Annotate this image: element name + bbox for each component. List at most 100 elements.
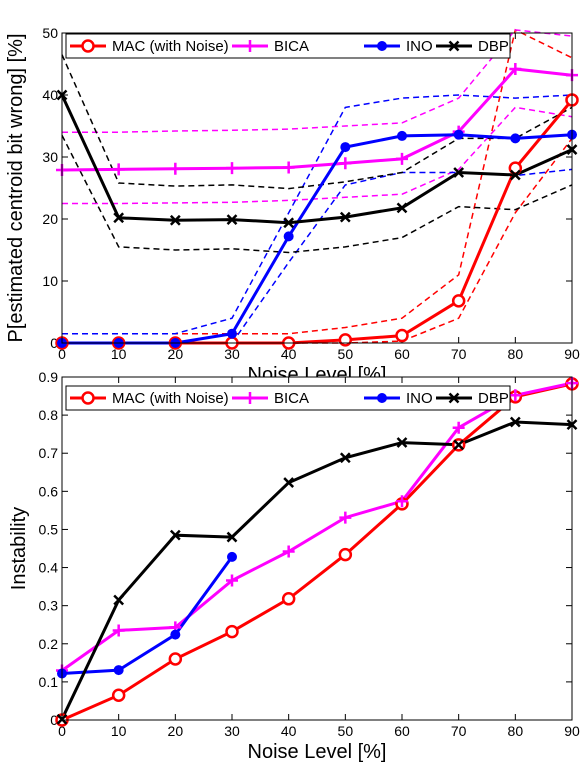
series-0-line bbox=[61, 382, 573, 722]
series-1-point bbox=[452, 421, 465, 434]
y-tick-label: 0.4 bbox=[39, 560, 59, 576]
x-tick-label: 80 bbox=[508, 723, 524, 739]
y-tick-label: 0.8 bbox=[39, 407, 59, 423]
legend-label-2: INO bbox=[406, 38, 433, 55]
series-3-point bbox=[339, 211, 351, 223]
series-1-point bbox=[509, 62, 522, 75]
legend-marker-0 bbox=[81, 39, 95, 53]
x-tick-label: 0 bbox=[58, 346, 66, 362]
y-tick-label: 0.1 bbox=[39, 674, 59, 690]
x-tick-label: 40 bbox=[281, 346, 297, 362]
series-3-point bbox=[226, 531, 238, 543]
plot-area bbox=[62, 33, 572, 343]
legend-marker-1 bbox=[244, 392, 256, 404]
series-2-upper-bound bbox=[62, 94, 573, 335]
legend-label-3: DBP bbox=[478, 38, 509, 55]
series-3-point bbox=[396, 202, 408, 214]
series-1-point bbox=[112, 163, 125, 176]
series-3-point bbox=[339, 452, 351, 464]
y-axis-label: Instability bbox=[8, 507, 30, 590]
legend-marker-3 bbox=[448, 392, 460, 404]
x-tick-label: 20 bbox=[168, 346, 184, 362]
series-1-point bbox=[226, 162, 238, 175]
series-0-point bbox=[168, 652, 183, 666]
series-2-line bbox=[61, 556, 234, 675]
x-tick-label: 0 bbox=[58, 723, 66, 739]
bottom-chart: 0 10 20 30 40 50 60 70 80 90 0 0.1 0.2 0.3 0.4 0.5 0.6 0.… bbox=[8, 369, 580, 763]
series-3-lower-bound bbox=[61, 134, 573, 254]
series-1-point bbox=[509, 389, 522, 402]
y-tick-label: 0.7 bbox=[39, 445, 59, 461]
series-1-upper-bound bbox=[62, 29, 573, 133]
y-axis-label: P[estimated centroid bit wrong] [%] bbox=[5, 33, 27, 342]
y-tick-label: 0.9 bbox=[39, 369, 59, 385]
series-0-point bbox=[281, 592, 296, 606]
series-0-point bbox=[111, 688, 126, 702]
series-2-point bbox=[283, 231, 294, 242]
legend-label-3: DBP bbox=[478, 390, 509, 407]
x-tick-label: 90 bbox=[564, 346, 580, 362]
y-tick-label: 0 bbox=[50, 712, 58, 728]
series-0-point bbox=[338, 333, 353, 347]
axes-frame bbox=[61, 376, 573, 721]
series-1-point bbox=[282, 161, 295, 174]
series-3-point bbox=[113, 212, 125, 224]
y-tick-label: 10 bbox=[42, 273, 58, 289]
x-tick-label: 50 bbox=[338, 723, 354, 739]
legend: MAC (with Noise) BICA INO DBP bbox=[65, 33, 511, 59]
y-tick-label: 0.6 bbox=[39, 483, 59, 499]
y-tick-label: 0 bbox=[50, 335, 58, 351]
x-tick-label: 60 bbox=[394, 723, 410, 739]
series-3-point bbox=[396, 437, 408, 448]
series-3-line bbox=[60, 420, 573, 720]
x-tick-label: 10 bbox=[111, 346, 127, 362]
legend-marker-2 bbox=[377, 41, 387, 51]
x-axis-label: Noise Level [%] bbox=[248, 741, 387, 763]
x-tick-label: 70 bbox=[451, 346, 467, 362]
series-3-point bbox=[453, 439, 465, 451]
series-3-point bbox=[113, 594, 125, 606]
series-3-point bbox=[169, 214, 181, 226]
x-tick-label: 30 bbox=[224, 346, 240, 362]
y-tick-label: 30 bbox=[42, 149, 58, 165]
legend-marker-1 bbox=[244, 40, 256, 52]
series-2-point bbox=[397, 130, 407, 141]
x-tick-label: 90 bbox=[564, 723, 580, 739]
series-3-point bbox=[283, 217, 295, 229]
series-3-point bbox=[453, 167, 465, 178]
series-1-point bbox=[226, 574, 238, 587]
series-2-point bbox=[113, 665, 124, 676]
legend-label-1: BICA bbox=[274, 38, 309, 55]
series-3-point bbox=[226, 214, 238, 226]
series-3-point bbox=[509, 169, 521, 181]
legend: MAC (with Noise) BICA INO DBP bbox=[65, 385, 511, 411]
x-tick-label: 10 bbox=[111, 723, 127, 739]
legend-marker-0 bbox=[81, 391, 95, 405]
series-0-point bbox=[338, 547, 353, 562]
y-tick-label: 0.5 bbox=[39, 521, 59, 537]
y-tick-label: 40 bbox=[42, 87, 58, 103]
axes-frame bbox=[61, 32, 573, 344]
x-tick-label: 40 bbox=[281, 723, 297, 739]
series-1-point bbox=[396, 152, 408, 165]
y-tick-label: 0.2 bbox=[39, 636, 59, 652]
series-2-point bbox=[340, 142, 351, 153]
series-0-point bbox=[451, 294, 466, 308]
series-2-point bbox=[510, 133, 521, 144]
series-1-point bbox=[396, 495, 408, 508]
legend-label-2: INO bbox=[406, 390, 433, 407]
x-tick-label: 60 bbox=[394, 346, 410, 362]
y-tick-label: 20 bbox=[42, 211, 58, 227]
x-tick-label: 50 bbox=[338, 346, 354, 362]
series-0-point bbox=[225, 624, 239, 639]
x-tick-label: 70 bbox=[451, 723, 467, 739]
y-tick-label: 50 bbox=[42, 25, 58, 41]
series-1-line bbox=[61, 381, 573, 672]
series-1-point bbox=[282, 545, 295, 558]
series-3-point bbox=[169, 529, 181, 541]
series-2-point bbox=[453, 129, 464, 140]
series-1-lower-bound bbox=[62, 106, 573, 205]
x-tick-label: 20 bbox=[168, 723, 184, 739]
